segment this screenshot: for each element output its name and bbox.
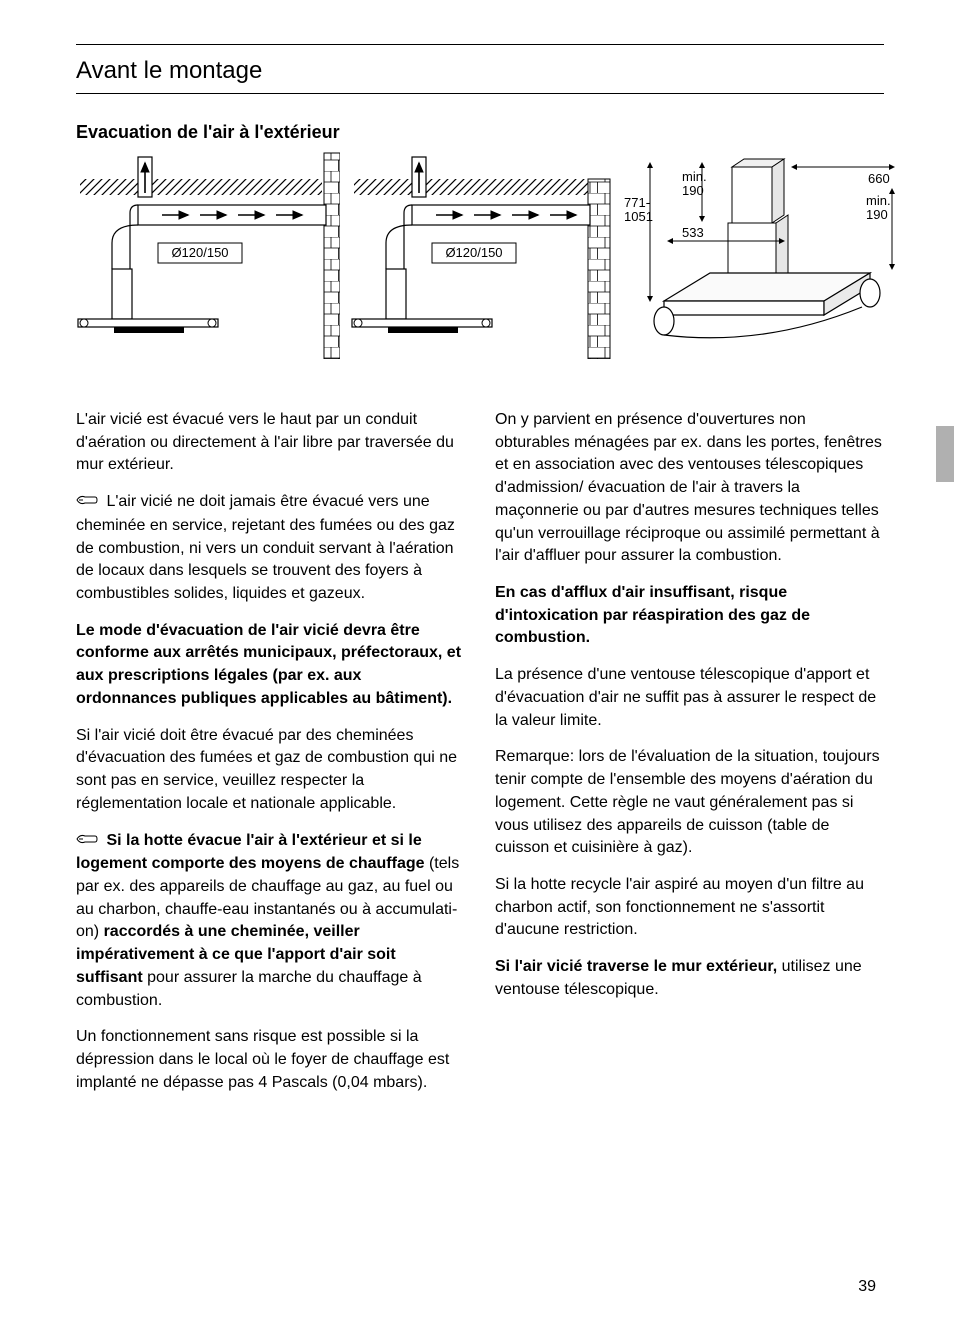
page-title: Avant le montage — [76, 51, 884, 93]
hand-icon — [76, 492, 98, 515]
left-column: L'air vicié est évacué vers le haut par … — [76, 409, 465, 1108]
dim-min-top-1: min. — [682, 169, 707, 184]
duct-label-2: Ø120/150 — [445, 245, 502, 260]
svg-text:771-: 771- — [624, 195, 650, 210]
para-l1: L'air vicié est évacué vers le haut par … — [76, 409, 465, 477]
text-columns: L'air vicié est évacué vers le haut par … — [76, 409, 884, 1108]
diagram-exhaust-1: Ø120/150 — [76, 149, 340, 359]
para-l5: Si la hotte évacue l'air à l'extérieur e… — [76, 830, 465, 1013]
para-r4: Remarque: lors de l'évaluation de la sit… — [495, 746, 884, 860]
right-column: On y parvient en présence d'ouvertures n… — [495, 409, 884, 1108]
para-l3-bold: Le mode d'évacuation de l'air vicié devr… — [76, 620, 465, 711]
dim-533: 533 — [682, 225, 704, 240]
para-l2: L'air vicié ne doit jamais être évacué v… — [76, 491, 465, 606]
svg-text:1051: 1051 — [624, 209, 653, 224]
svg-text:min.: min. — [866, 193, 891, 208]
page-number: 39 — [858, 1278, 876, 1296]
diagram-exhaust-2: Ø120/150 — [350, 149, 614, 359]
rule-bottom — [76, 93, 884, 94]
para-r3: La présence d'une ventouse télescopique … — [495, 664, 884, 732]
page-content: Avant le montage Evacuation de l'air à l… — [0, 0, 954, 1326]
para-l4: Si l'air vicié doit être évacué par des … — [76, 725, 465, 816]
hand-icon — [76, 831, 98, 854]
svg-text:190: 190 — [866, 207, 888, 222]
para-r1: On y parvient en présence d'ouvertures n… — [495, 409, 884, 568]
diagram-row: Ø120/150 — [76, 149, 884, 369]
para-l6: Un fonctionnement sans risque est possi­… — [76, 1026, 465, 1094]
svg-text:190: 190 — [682, 183, 704, 198]
para-r5: Si la hotte recycle l'air aspiré au moye… — [495, 874, 884, 942]
duct-label-1: Ø120/150 — [171, 245, 228, 260]
diagram-dimensions: min. 190 771- 1051 533 660 min. 190 — [624, 149, 914, 369]
para-r6: Si l'air vicié traverse le mur extérieur… — [495, 956, 884, 1001]
dim-660: 660 — [868, 171, 890, 186]
para-r2-bold: En cas d'afflux d'air insuffisant, risqu… — [495, 582, 884, 650]
section-title: Evacuation de l'air à l'extérieur — [76, 122, 884, 143]
rule-top — [76, 44, 884, 45]
